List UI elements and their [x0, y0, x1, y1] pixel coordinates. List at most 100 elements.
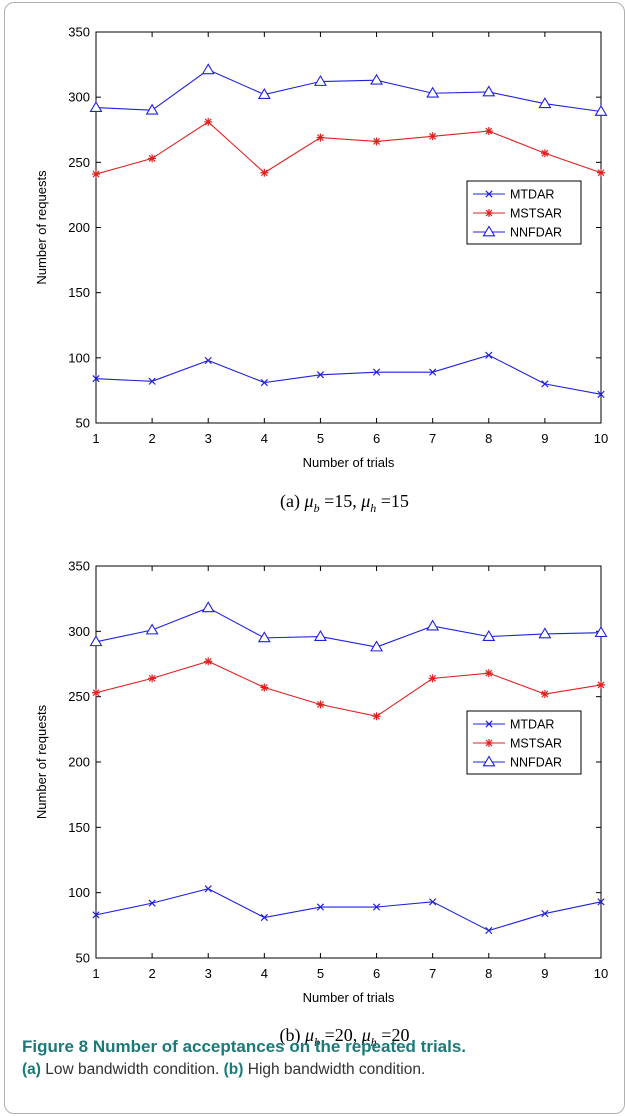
series-line: [95, 607, 602, 648]
caption-subscript: h: [370, 501, 376, 515]
series-line: [95, 660, 602, 717]
legend-marker: [485, 190, 493, 198]
x-tick-label: 6: [373, 966, 380, 981]
series-nnfdar: [89, 601, 608, 652]
data-point: [538, 97, 552, 109]
data-point: [313, 629, 327, 641]
x-tick-label: 8: [485, 966, 492, 981]
y-tick-label: 250: [68, 155, 90, 170]
data-point: [370, 73, 384, 85]
x-tick-label: 5: [317, 966, 324, 981]
series-line: [95, 121, 602, 175]
data-point: [260, 683, 269, 692]
x-axis-label: Number of trials: [303, 990, 395, 1005]
data-point: [257, 631, 271, 643]
x-tick-label: 6: [373, 431, 380, 446]
y-tick-label: 100: [68, 885, 90, 900]
data-point: [597, 390, 605, 398]
data-point: [89, 101, 103, 112]
data-point: [482, 85, 496, 97]
data-point: [201, 601, 215, 613]
caption-text: (b): [280, 1025, 306, 1046]
x-tick-label: 3: [205, 431, 212, 446]
series-mtdar: [92, 351, 605, 398]
data-point: [204, 117, 213, 126]
x-tick-label: 5: [317, 431, 324, 446]
data-point: [429, 368, 437, 376]
x-tick-label: 3: [205, 966, 212, 981]
y-axis-label: Number of requests: [34, 170, 49, 285]
data-point: [148, 899, 156, 907]
legend-label: NNFDAR: [510, 756, 562, 770]
caption-subscript: b: [314, 501, 320, 515]
data-point: [316, 133, 325, 142]
caption-subscript: b: [314, 1035, 320, 1049]
legend-label: MTDAR: [510, 188, 554, 202]
x-tick-label: 7: [429, 966, 436, 981]
series-nnfdar: [89, 63, 608, 116]
data-point: [594, 626, 608, 638]
series-mstsar: [92, 657, 605, 721]
data-point: [372, 137, 381, 146]
data-point: [485, 351, 493, 359]
y-axis-label: Number of requests: [34, 704, 49, 819]
desc-a-text: Low bandwidth condition.: [40, 1061, 224, 1078]
data-point: [257, 87, 271, 99]
data-point: [428, 132, 437, 141]
y-tick-label: 200: [68, 755, 90, 770]
legend-marker: [482, 225, 496, 237]
legend-marker: [485, 209, 493, 217]
sub-caption: (b) μb =20, μh =20: [280, 1025, 410, 1049]
y-tick-label: 50: [76, 951, 90, 966]
data-point: [92, 688, 100, 697]
series-line: [95, 354, 602, 395]
series-line: [95, 69, 602, 113]
data-point: [484, 669, 493, 678]
data-point: [428, 674, 437, 683]
x-tick-label: 10: [594, 431, 608, 446]
x-tick-label: 1: [92, 431, 99, 446]
chart-a: 50 100 150 200 250 300 350 1 2 3 4 5 6 7 8 9 10 Number of…: [34, 25, 608, 516]
caption-text: =20,: [320, 1025, 362, 1045]
data-point: [429, 898, 437, 906]
data-point: [594, 104, 608, 116]
data-point: [485, 926, 493, 935]
data-point: [372, 903, 381, 911]
y-tick-label: 350: [68, 25, 90, 40]
data-point: [538, 627, 552, 639]
figure-caption: Figure 8 Number of acceptances on the re…: [22, 1037, 622, 1079]
data-point: [313, 74, 327, 86]
legend-label: NNFDAR: [510, 226, 562, 240]
data-point: [89, 635, 103, 647]
data-point: [204, 356, 212, 365]
y-tick-label: 150: [68, 285, 90, 300]
caption-text: μ: [304, 491, 314, 511]
caption-text: μ: [360, 491, 370, 511]
data-point: [148, 674, 157, 683]
y-tick-label: 300: [68, 90, 90, 105]
data-point: [597, 168, 605, 177]
x-tick-label: 7: [429, 431, 436, 446]
data-point: [482, 629, 496, 641]
x-tick-label: 4: [261, 966, 268, 981]
data-point: [426, 619, 440, 631]
desc-a-label: (a): [22, 1061, 41, 1078]
caption-text: =15,: [320, 491, 362, 511]
data-point: [92, 375, 100, 383]
legend-label: MSTSAR: [510, 207, 562, 221]
data-point: [92, 911, 100, 919]
x-axis-label: Number of trials: [303, 455, 395, 470]
y-tick-label: 300: [68, 624, 90, 639]
data-point: [426, 86, 440, 98]
data-point: [148, 377, 156, 385]
sub-caption: (a) μb =15, μh =15: [280, 491, 409, 515]
data-point: [316, 700, 325, 709]
x-tick-label: 1: [92, 966, 99, 981]
y-tick-label: 200: [68, 220, 90, 235]
data-point: [597, 898, 605, 906]
y-tick-label: 100: [68, 350, 90, 365]
data-point: [204, 657, 213, 666]
figure-description: (a) Low bandwidth condition. (b) High ba…: [22, 1061, 622, 1079]
chart-b: 50 100 150 200 250 300 350 1 2 3 4 5 6 7 8 9 10 Number of…: [34, 559, 608, 1050]
